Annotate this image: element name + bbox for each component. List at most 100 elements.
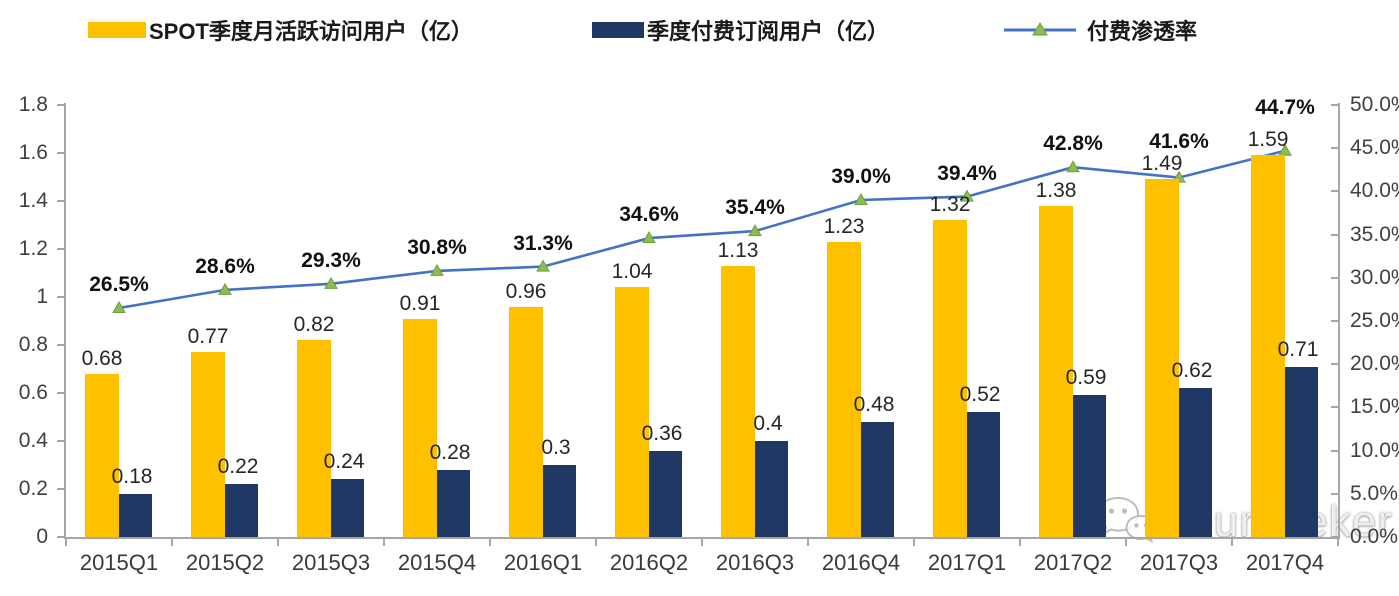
right-axis-tick-label: 50.0% <box>1350 93 1399 116</box>
left-axis-tick-label: 1.8 <box>18 93 48 116</box>
x-axis-label-2017Q2: 2017Q2 <box>1033 550 1113 575</box>
x-axis-tick <box>277 539 279 546</box>
right-axis-tick-label: 45.0% <box>1350 136 1399 159</box>
right-axis-tick <box>1331 147 1338 149</box>
mau-value-label-2016Q2: 1.04 <box>611 260 653 283</box>
subs-bar-2015Q1 <box>119 494 152 537</box>
right-axis-tick <box>1331 277 1338 279</box>
right-axis-tick <box>1331 234 1338 236</box>
left-axis-tick-label: 0.4 <box>18 429 48 452</box>
mau-legend-swatch <box>88 22 146 38</box>
subs-bar-2017Q3 <box>1179 388 1212 537</box>
right-axis-tick-label: 25.0% <box>1350 309 1399 332</box>
left-axis-tick-label: 1.6 <box>18 141 48 164</box>
left-axis-tick <box>57 344 64 346</box>
x-axis-tick <box>171 539 173 546</box>
right-axis-tick <box>1331 493 1338 495</box>
x-axis-tick <box>1337 539 1339 546</box>
right-axis-tick-label: 5.0% <box>1350 482 1398 505</box>
x-axis-tick <box>701 539 703 546</box>
left-axis-line <box>64 103 66 539</box>
subs-bar-2016Q2 <box>649 451 682 537</box>
x-axis-tick <box>489 539 491 546</box>
mau-bar-2017Q1 <box>933 220 967 537</box>
left-axis-tick <box>57 488 64 490</box>
penetration-label-2015Q2: 28.6% <box>195 255 255 278</box>
subs-bar-2016Q4 <box>861 422 894 537</box>
legend-item-subs: 季度付费订阅用户（亿） <box>592 14 889 46</box>
subs-value-label-2016Q1: 0.3 <box>541 436 571 459</box>
subs-value-label-2017Q4: 0.71 <box>1277 338 1319 361</box>
subs-bar-2016Q1 <box>543 465 576 537</box>
penetration-label-2016Q1: 31.3% <box>513 232 573 255</box>
x-axis-tick <box>913 539 915 546</box>
left-axis-tick <box>57 152 64 154</box>
subs-value-label-2015Q2: 0.22 <box>217 455 259 478</box>
left-axis-tick <box>57 296 64 298</box>
penetration-line-swatch <box>1002 21 1078 39</box>
subs-bar-2017Q2 <box>1073 395 1106 537</box>
x-axis-tick <box>807 539 809 546</box>
left-axis-tick <box>57 440 64 442</box>
mau-value-label-2017Q4: 1.59 <box>1247 128 1289 151</box>
mau-bar-2015Q2 <box>191 352 225 537</box>
x-axis-tick <box>383 539 385 546</box>
x-axis-label-2017Q1: 2017Q1 <box>927 550 1007 575</box>
x-axis-tick <box>1125 539 1127 546</box>
mau-value-label-2015Q4: 0.91 <box>399 292 441 315</box>
x-axis-label-2017Q4: 2017Q4 <box>1245 550 1325 575</box>
mau-value-label-2017Q2: 1.38 <box>1035 179 1077 202</box>
left-axis-tick <box>57 104 64 106</box>
penetration-label-2016Q2: 34.6% <box>619 203 679 226</box>
right-axis-tick <box>1331 406 1338 408</box>
subs-bar-2017Q4 <box>1285 367 1318 537</box>
left-axis-tick <box>57 248 64 250</box>
left-axis-tick <box>57 536 64 538</box>
mau-value-label-2016Q3: 1.13 <box>717 239 759 262</box>
penetration-label-2017Q2: 42.8% <box>1043 132 1103 155</box>
left-axis-tick-label: 1.4 <box>18 189 48 212</box>
subs-value-label-2017Q1: 0.52 <box>959 383 1001 406</box>
mau-value-label-2015Q1: 0.68 <box>81 347 123 370</box>
legend-item-penetration: 付费渗透率 <box>1002 14 1197 46</box>
mau-bar-2016Q4 <box>827 242 861 537</box>
penetration-label-2016Q3: 35.4% <box>725 196 785 219</box>
penetration-label-2015Q1: 26.5% <box>89 273 149 296</box>
subs-value-label-2015Q3: 0.24 <box>323 450 365 473</box>
right-axis-tick <box>1331 536 1338 538</box>
subs-legend-label: 季度付费订阅用户（亿） <box>647 19 890 44</box>
subs-bar-2015Q4 <box>437 470 470 537</box>
mau-bar-2016Q1 <box>509 307 543 537</box>
left-axis-tick-label: 0 <box>36 525 48 548</box>
x-axis-label-2015Q2: 2015Q2 <box>185 550 265 575</box>
right-axis-tick-label: 35.0% <box>1350 223 1399 246</box>
mau-bar-2015Q1 <box>85 374 119 537</box>
x-axis-tick <box>65 539 67 546</box>
penetration-label-2017Q4: 44.7% <box>1255 96 1315 119</box>
subs-value-label-2017Q3: 0.62 <box>1171 359 1213 382</box>
subs-legend-swatch <box>592 22 644 38</box>
mau-bar-2017Q2 <box>1039 206 1073 537</box>
right-axis-tick <box>1331 104 1338 106</box>
subs-bar-2015Q3 <box>331 479 364 537</box>
penetration-label-2017Q1: 39.4% <box>937 162 997 185</box>
subs-value-label-2015Q4: 0.28 <box>429 441 471 464</box>
left-axis-tick-label: 0.2 <box>18 477 48 500</box>
x-axis-label-2016Q3: 2016Q3 <box>715 550 795 575</box>
x-axis-label-2016Q2: 2016Q2 <box>609 550 689 575</box>
penetration-label-2017Q3: 41.6% <box>1149 130 1209 153</box>
left-axis-tick <box>57 392 64 394</box>
x-axis-label-2015Q4: 2015Q4 <box>397 550 477 575</box>
subs-bar-2017Q1 <box>967 412 1000 537</box>
subs-bar-2015Q2 <box>225 484 258 537</box>
right-axis-tick <box>1331 320 1338 322</box>
right-axis-tick-label: 30.0% <box>1350 266 1399 289</box>
right-axis-tick <box>1331 363 1338 365</box>
left-axis-tick <box>57 200 64 202</box>
mau-bar-2016Q3 <box>721 266 755 537</box>
right-axis-line <box>1338 103 1340 539</box>
mau-bar-2016Q2 <box>615 287 649 537</box>
x-axis-label-2016Q4: 2016Q4 <box>821 550 901 575</box>
left-axis-tick-label: 0.8 <box>18 333 48 356</box>
